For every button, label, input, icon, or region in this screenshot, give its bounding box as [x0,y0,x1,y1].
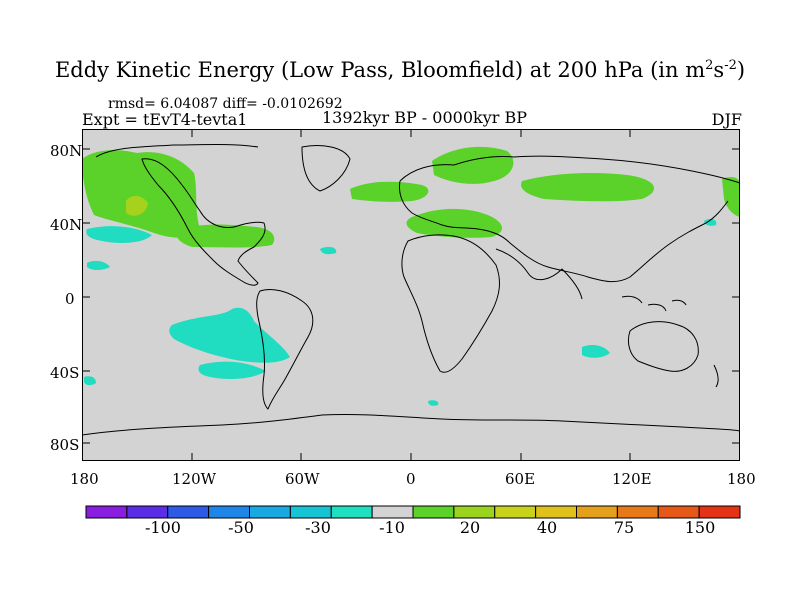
title-text: Eddy Kinetic Energy (Low Pass, Bloomfiel… [54,58,706,82]
positive-anomaly-north-america [176,224,275,248]
colorbar-label-150: 150 [684,518,716,537]
alaska-arctic-coast [95,144,259,158]
negative-anomaly-south-atlantic [84,376,96,386]
colorbar-label-minus100: -100 [145,518,181,537]
lat-label-80s: 80S [50,436,80,454]
coastlines [82,144,740,436]
europe-asia-coast [399,155,740,283]
lat-label-40s: 40S [50,364,80,382]
lon-label-0: 0 [406,470,416,488]
new-zealand-coast [713,364,719,388]
title-close: ) [736,58,746,82]
colorbar-cell-14 [657,505,700,519]
title-unit-s: s [713,58,725,82]
lon-label-60w: 60W [285,470,320,488]
title-unit-exp1: 2 [705,58,714,73]
positive-anomaly-europe [406,208,503,238]
lat-label-0: 0 [65,290,75,308]
lon-label-120w: 120W [172,470,217,488]
lon-label-180-right: 180 [727,470,756,488]
map-ticks [82,129,740,461]
arabia-india-coast [495,248,583,300]
colorbar-cell-3 [208,505,251,519]
negative-anomaly-north-pacific-west [86,226,152,243]
lon-label-180-left: 180 [70,470,99,488]
lon-label-120e: 120E [612,470,652,488]
negative-anomaly-east-pacific-subtropics [87,260,110,270]
colorbar-label-40: 40 [536,518,558,537]
lat-label-80n: 80N [50,142,83,160]
colorbar-label-minus30: -30 [305,518,331,537]
colorbar-cell-6 [330,505,373,519]
negative-anomaly-southern-ocean [428,400,439,406]
greenland-coast [301,145,351,192]
antarctica-coast [82,413,740,436]
colorbar-cell-9 [453,505,496,519]
colorbar-cell-10 [494,505,537,519]
north-america-coast [141,158,266,286]
positive-anomaly-siberia [521,173,654,202]
positive-anomaly-north-pacific-east [722,177,740,217]
anomaly-fields [82,146,740,406]
negative-anomaly-atlantic-small [320,246,337,255]
colorbar-cell-4 [249,505,291,519]
colorbar-cell-8 [412,505,455,519]
plot-title: Eddy Kinetic Energy (Low Pass, Bloomfiel… [0,58,800,82]
colorbar-cell-15 [698,505,741,519]
colorbar-label-minus10: -10 [379,518,405,537]
colorbar-label-20: 20 [459,518,481,537]
world-map [82,129,740,461]
africa-coast [401,234,500,373]
negative-anomaly-indian-ocean [582,345,610,358]
colorbar-label-75: 75 [613,518,635,537]
southeast-asia-islands [621,295,687,312]
australia-coast [627,321,699,372]
negative-anomaly-south-pacific-east [198,361,266,379]
lat-label-40n: 40N [50,216,83,234]
title-unit-exp2: -2 [724,58,737,73]
colorbar-cell-7 [371,505,414,519]
experiment-label: Expt = tEvT4-tevta1 [82,110,248,129]
positive-anomaly-north-pacific-core [126,195,148,216]
colorbar-cell-11 [535,505,578,519]
positive-anomaly-atlantic [350,181,429,202]
colorbar [85,505,741,519]
colorbar-cell-2 [167,505,210,519]
colorbar-label-minus50: -50 [228,518,254,537]
positive-anomaly-north-atlantic-arctic [432,146,514,184]
colorbar-cell-13 [616,505,659,519]
colorbar-cell-12 [576,505,618,519]
south-america-coast [256,288,314,410]
negative-anomaly-west-pacific [704,218,717,226]
season-label: DJF [711,110,742,129]
colorbar-cell-0 [85,505,128,519]
stats-label: rmsd= 6.04087 diff= -0.0102692 [108,96,343,112]
period-label: 1392kyr BP - 0000kyr BP [322,108,527,127]
lon-label-60e: 60E [505,470,536,488]
negative-anomaly-south-pacific [169,307,290,363]
colorbar-cell-1 [126,505,169,519]
colorbar-cell-5 [289,505,332,519]
